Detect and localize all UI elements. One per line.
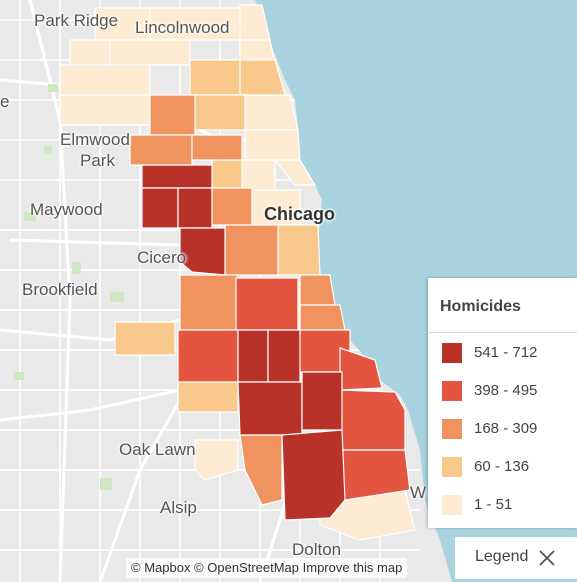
legend-item-label: 60 - 136 [474, 458, 530, 475]
legend-swatch [442, 457, 462, 477]
legend-divider [428, 332, 577, 333]
legend-item-label: 398 - 495 [474, 382, 538, 399]
place-label-park-ridge: Park Ridge [34, 11, 119, 30]
legend-swatch [442, 495, 462, 515]
place-label-dolton: Dolton [292, 540, 342, 559]
legend-item-label: 1 - 51 [474, 496, 513, 513]
legend-item-label: 168 - 309 [474, 420, 538, 437]
place-label-alsip: Alsip [160, 498, 197, 517]
legend-swatch [442, 419, 462, 439]
legend-swatch [442, 381, 462, 401]
place-label-edge-e: e [0, 92, 10, 111]
place-label-lincolnwood: Lincolnwood [135, 18, 230, 37]
map-attribution[interactable]: © Mapbox © OpenStreetMap Improve this ma… [126, 558, 408, 578]
legend-toggle-button[interactable]: Legend [455, 537, 577, 579]
legend-panel: Homicides 541 - 712 398 - 495 168 - 309 … [428, 278, 577, 528]
close-icon[interactable] [536, 547, 558, 569]
legend-title: Homicides [440, 298, 521, 315]
community-areas[interactable] [59, 4, 416, 541]
place-label-elmwood: Elmwood [60, 130, 130, 149]
place-label-chicago: Chicago [264, 204, 336, 224]
place-label-edge-w: W [410, 483, 427, 502]
legend-item-label: 541 - 712 [474, 344, 538, 361]
place-label-brookfield: Brookfield [22, 280, 98, 299]
place-label-maywood: Maywood [30, 200, 103, 219]
place-label-oak-lawn: Oak Lawn [119, 440, 196, 459]
place-label-park: Park [80, 151, 115, 170]
place-label-cicero: Cicero [137, 248, 187, 267]
legend-toggle-label: Legend [475, 548, 529, 565]
legend-swatch [442, 343, 462, 363]
